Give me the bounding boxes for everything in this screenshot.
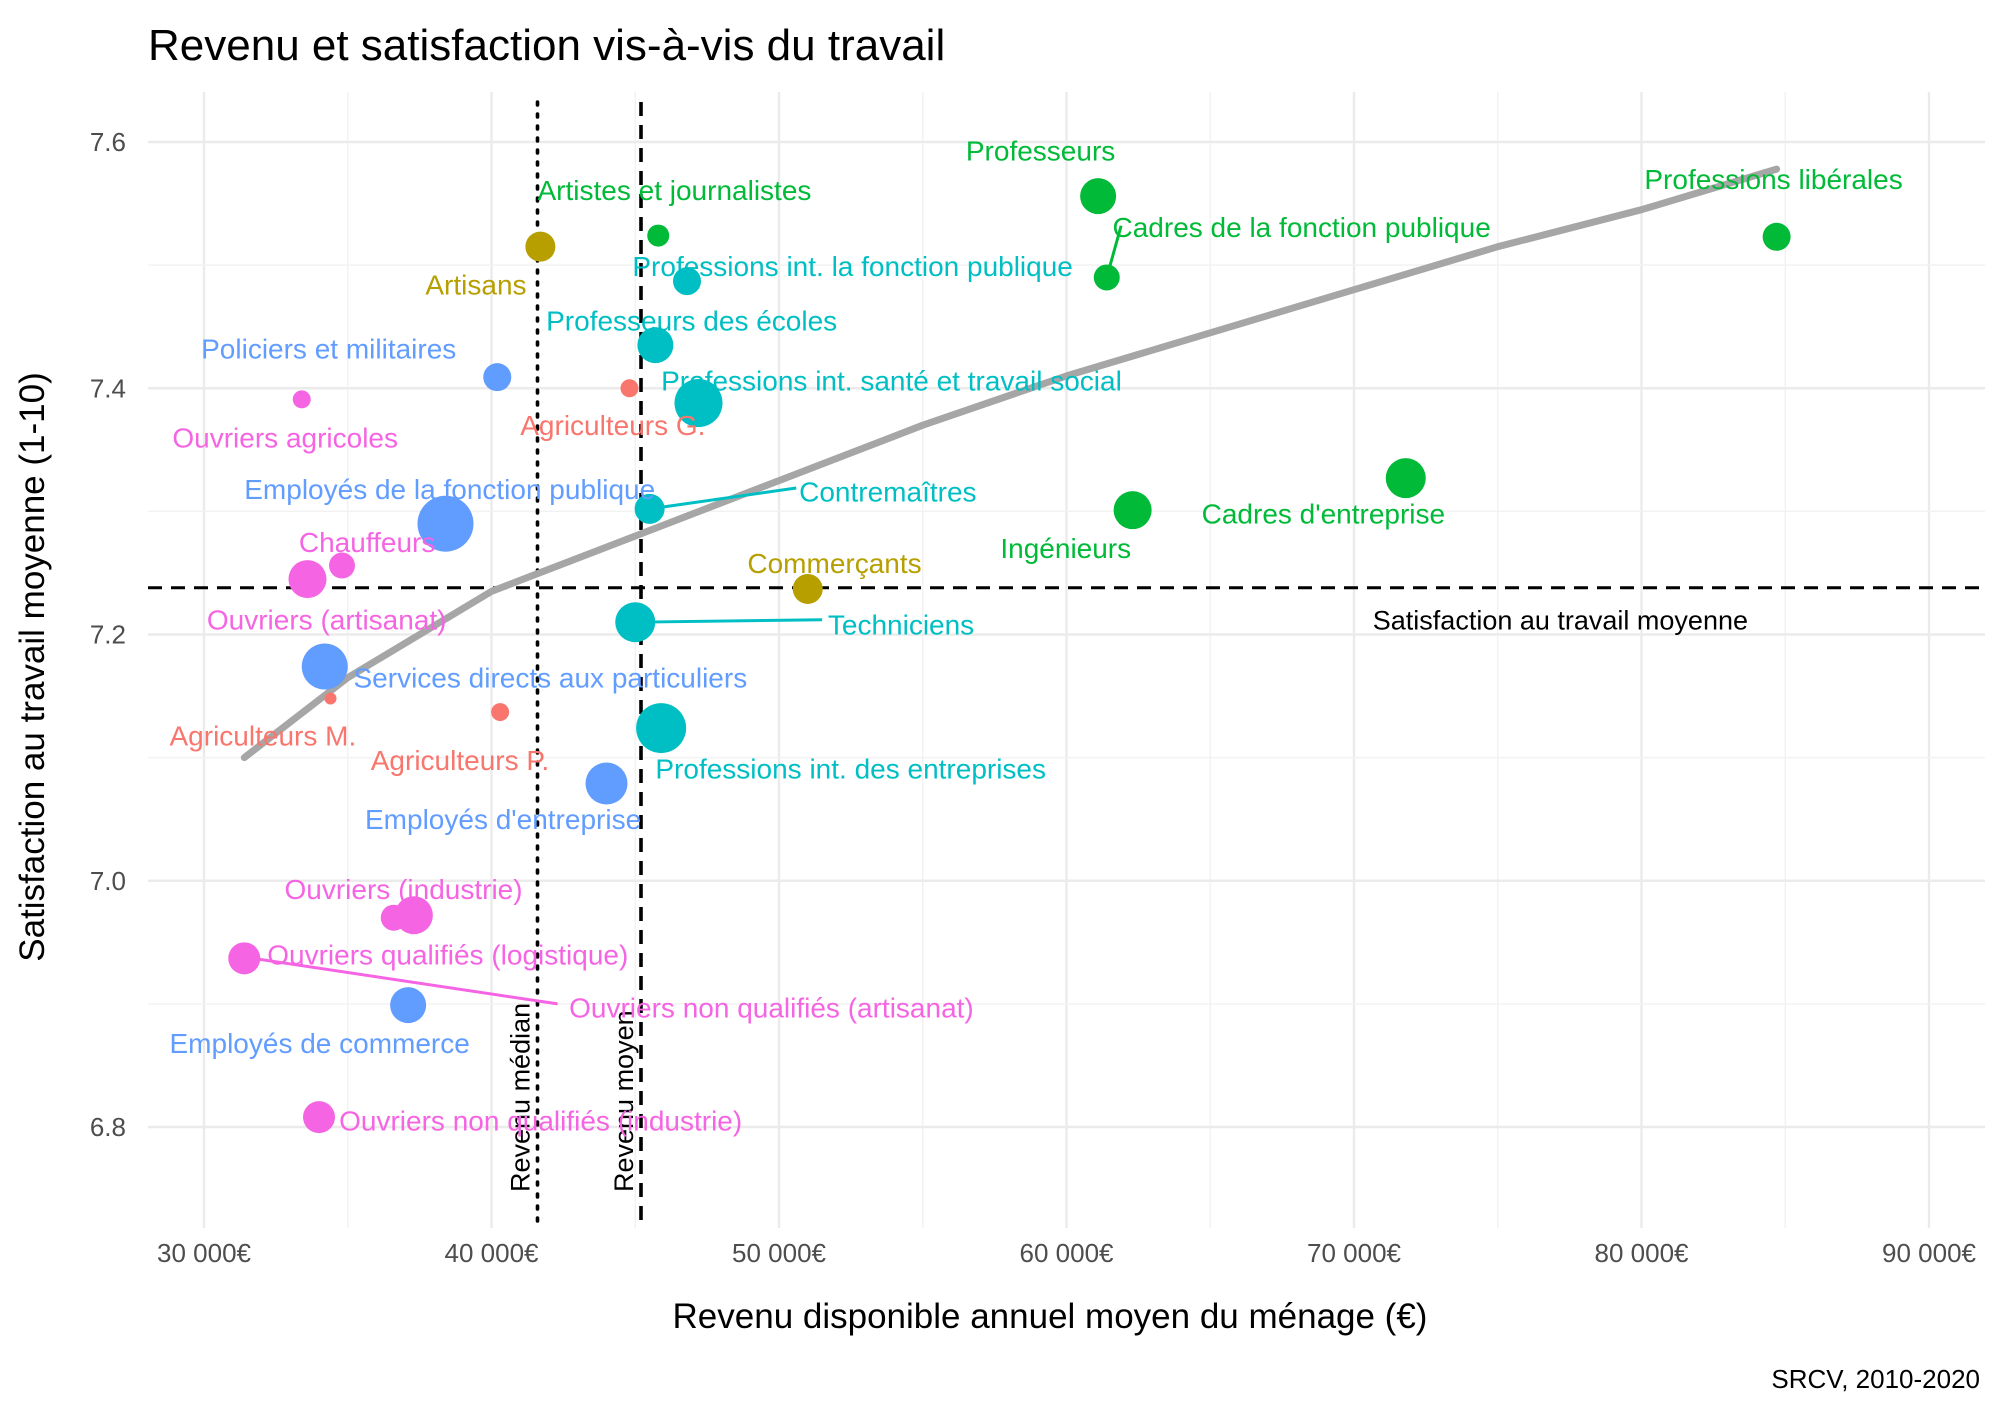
x-tick-label: 90 000€ bbox=[1882, 1238, 1977, 1268]
point-artistes-et-journalistes bbox=[647, 224, 670, 247]
trend-curve bbox=[240, 165, 1781, 762]
points-layer bbox=[228, 178, 1791, 1134]
reference-line-label: Revenu médian bbox=[506, 1003, 536, 1192]
label-employes-d-entreprise: Employés d'entreprise bbox=[365, 804, 641, 835]
label-artistes-et-journalistes: Artistes et journalistes bbox=[538, 175, 812, 206]
reference-line-label: Satisfaction au travail moyenne bbox=[1373, 606, 1748, 636]
point-professions-int-des-entreprises bbox=[636, 703, 687, 754]
point-cadres-de-la-fonction-publique bbox=[1093, 264, 1120, 291]
x-ticks-layer: 30 000€ 40 000€ 50 000€ 60 000€ 70 000€ 80 00… bbox=[157, 1238, 1977, 1268]
y-tick-label: 7.2 bbox=[90, 620, 126, 650]
point-professions-int-la-fonction-publique bbox=[673, 267, 701, 296]
x-tick-label: 70 000€ bbox=[1307, 1238, 1402, 1268]
point-agriculteurs-p bbox=[491, 703, 510, 722]
point-professions-liberales bbox=[1762, 222, 1791, 251]
chart-title: Revenu et satisfaction vis-à-vis du trav… bbox=[148, 21, 945, 70]
label-ouvriers-industrie: Ouvriers (industrie) bbox=[285, 874, 523, 905]
label-agriculteurs-g: Agriculteurs G. bbox=[520, 410, 705, 441]
point-chauffeurs bbox=[329, 552, 355, 579]
point-ingenieurs bbox=[1113, 491, 1152, 530]
label-professions-int-des-entreprises: Professions int. des entreprises bbox=[655, 754, 1046, 785]
label-artisans: Artisans bbox=[425, 270, 526, 301]
label-agriculteurs-m: Agriculteurs M. bbox=[170, 720, 357, 751]
label-employes-de-la-fonction-publique: Employés de la fonction publique bbox=[244, 474, 655, 505]
label-ouvriers-agricoles: Ouvriers agricoles bbox=[172, 422, 398, 453]
point-professions-int-sante-et-travail-social bbox=[674, 379, 723, 428]
label-professions-int-sante-et-travail-social: Professions int. santé et travail social bbox=[661, 366, 1122, 397]
point-policiers-et-militaires bbox=[483, 363, 512, 392]
label-ouvriers-non-qualifies-artisanat: Ouvriers non qualifiés (artisanat) bbox=[569, 992, 974, 1023]
y-ticks-layer: 6.8 7.0 7.2 7.4 7.6 bbox=[90, 127, 126, 1142]
label-cadres-de-la-fonction-publique: Cadres de la fonction publique bbox=[1113, 212, 1491, 243]
y-tick-label: 7.0 bbox=[90, 866, 126, 896]
label-techniciens: Techniciens bbox=[828, 610, 974, 641]
label-services-directs-aux-particuliers: Services directs aux particuliers bbox=[354, 662, 748, 693]
connector-line bbox=[252, 956, 558, 1006]
point-professeurs-des-ecoles bbox=[637, 327, 674, 364]
label-cadres-d-entreprise: Cadres d'entreprise bbox=[1202, 499, 1445, 530]
labels-layer: Agriculteurs G. Agriculteurs M. Agriculteu… bbox=[170, 135, 1903, 1136]
label-agriculteurs-p: Agriculteurs P. bbox=[371, 745, 549, 776]
label-contremaitres: Contremaîtres bbox=[799, 477, 976, 508]
point-ouvriers-qualifies-logistique bbox=[228, 942, 261, 975]
y-tick-label: 7.4 bbox=[90, 373, 126, 403]
x-tick-label: 40 000€ bbox=[445, 1238, 540, 1268]
point-contremaitres bbox=[634, 493, 665, 524]
point-ouvriers-agricoles bbox=[292, 390, 311, 409]
point-services-directs-aux-particuliers bbox=[301, 643, 348, 690]
point-cadres-d-entreprise bbox=[1385, 458, 1426, 499]
point-commercants bbox=[792, 573, 823, 604]
label-policiers-et-militaires: Policiers et militaires bbox=[201, 334, 456, 365]
x-tick-label: 30 000€ bbox=[157, 1238, 252, 1268]
grid-layer bbox=[148, 92, 1985, 1228]
reference-lines-layer: Revenu médian Revenu moyen Satisfaction au… bbox=[148, 100, 1985, 1230]
reference-line-label: Revenu moyen bbox=[609, 1010, 639, 1192]
x-tick-label: 60 000€ bbox=[1020, 1238, 1115, 1268]
point-artisans bbox=[525, 231, 556, 262]
chart-caption: SRCV, 2010-2020 bbox=[1771, 1364, 1980, 1394]
label-ouvriers-non-qualifies-industrie: Ouvriers non qualifiés (industrie) bbox=[339, 1106, 742, 1137]
label-professions-int-la-fonction-publique: Professions int. la fonction publique bbox=[632, 251, 1073, 282]
y-tick-label: 7.6 bbox=[90, 127, 126, 157]
label-ingenieurs: Ingénieurs bbox=[1000, 533, 1131, 564]
label-ouvriers-artisanat: Ouvriers (artisanat) bbox=[207, 605, 447, 636]
point-techniciens bbox=[615, 602, 656, 643]
trend-curve-layer bbox=[240, 165, 1781, 762]
label-chauffeurs: Chauffeurs bbox=[299, 527, 435, 558]
y-tick-label: 6.8 bbox=[90, 1112, 126, 1142]
point-agriculteurs-g bbox=[620, 379, 639, 398]
connector-line bbox=[635, 618, 823, 624]
label-ouvriers-qualifies-logistique: Ouvriers qualifiés (logistique) bbox=[267, 939, 628, 970]
label-professeurs: Professeurs bbox=[966, 135, 1115, 166]
label-employes-de-commerce: Employés de commerce bbox=[170, 1028, 470, 1059]
label-commercants: Commerçants bbox=[747, 548, 921, 579]
point-professeurs bbox=[1080, 178, 1117, 215]
x-tick-label: 50 000€ bbox=[732, 1238, 827, 1268]
point-employes-d-entreprise bbox=[585, 762, 628, 805]
point-ouvriers-non-qualifies-industrie bbox=[303, 1101, 335, 1134]
point-ouvriers-qualifies-artisanat bbox=[380, 904, 407, 931]
point-agriculteurs-m bbox=[324, 692, 337, 705]
connector-line bbox=[649, 486, 797, 511]
x-axis-title: Revenu disponible annuel moyen du ménage… bbox=[673, 1297, 1428, 1336]
point-employes-de-commerce bbox=[390, 987, 427, 1024]
label-professeurs-des-ecoles: Professeurs des écoles bbox=[546, 305, 837, 336]
x-tick-label: 80 000€ bbox=[1595, 1238, 1690, 1268]
point-ouvriers-artisanat bbox=[288, 560, 327, 599]
label-professions-liberales: Professions libérales bbox=[1644, 164, 1902, 195]
y-axis-title: Satisfaction au travail moyenne (1-10) bbox=[13, 372, 52, 961]
point-employes-de-la-fonction-publique bbox=[417, 495, 474, 552]
